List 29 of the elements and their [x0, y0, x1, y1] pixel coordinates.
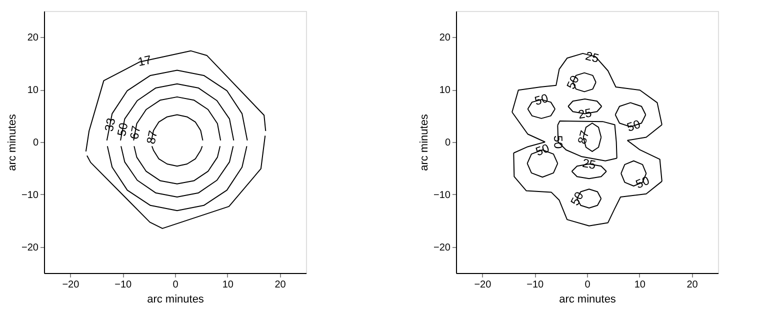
x-tick-label: 10	[222, 280, 234, 290]
annotation: 87	[144, 129, 160, 146]
annotation: 50	[533, 90, 550, 108]
x-tick-label: 20	[274, 280, 286, 290]
annotation: 87	[574, 128, 592, 146]
x-tick-label: −10	[114, 280, 132, 290]
x-tick-label: −20	[474, 280, 492, 290]
y-axis-title: arc minutes	[6, 114, 19, 171]
y-tick-label: 10	[439, 85, 451, 96]
x-axis-title: arc minutes	[147, 294, 204, 306]
x-tick-label: 0	[584, 280, 591, 290]
annotation: 25	[577, 106, 593, 122]
y-tick-label: 0	[444, 138, 451, 148]
x-tick-label: 20	[686, 280, 698, 290]
y-tick-label: 0	[32, 138, 39, 148]
y-tick-label: −20	[434, 242, 451, 254]
x-tick-label: −10	[526, 280, 544, 290]
y-tick-label: −10	[22, 190, 39, 201]
y-tick-label: −20	[22, 242, 39, 254]
x-tick-label: −20	[62, 280, 80, 290]
annotation: 17	[136, 52, 153, 70]
x-tick-label: 0	[172, 280, 179, 290]
y-tick-label: 10	[27, 85, 39, 96]
y-tick-label: −10	[434, 190, 451, 201]
y-tick-label: 20	[439, 32, 451, 44]
x-axis-title: arc minutes	[559, 294, 616, 306]
x-tick-label: 10	[634, 280, 646, 290]
y-tick-label: 20	[27, 32, 39, 44]
y-axis-title: arc minutes	[418, 114, 431, 171]
